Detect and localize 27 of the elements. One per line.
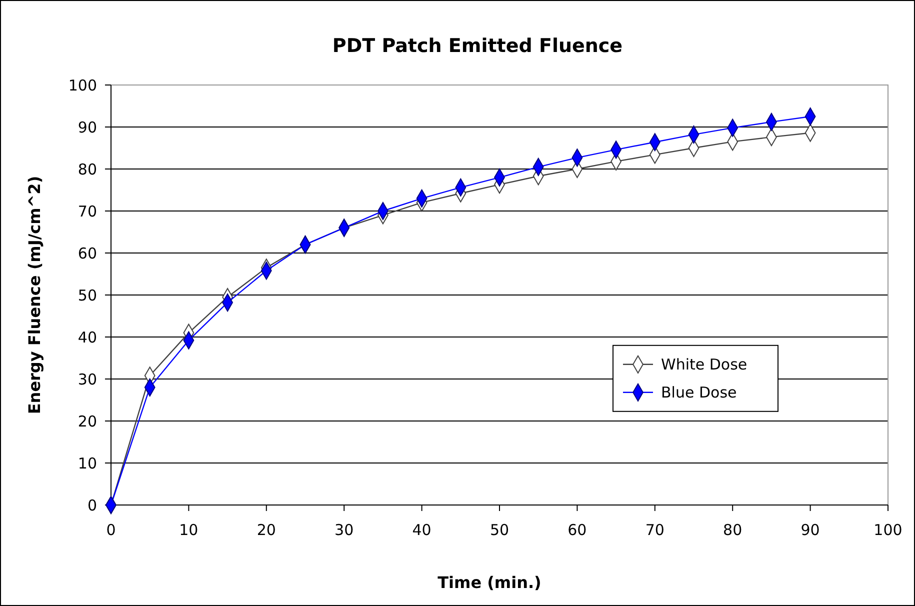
- x-tick-label: 30: [334, 521, 354, 539]
- y-tick-label: 100: [68, 76, 97, 94]
- y-tick-label: 20: [78, 412, 97, 430]
- x-axis-title: Time (min.): [438, 573, 542, 592]
- y-tick-label: 10: [78, 454, 97, 472]
- y-tick-label: 80: [78, 160, 97, 178]
- x-tick-label: 70: [645, 521, 664, 539]
- y-tick-label: 50: [78, 286, 97, 304]
- y-tick-label: 30: [78, 370, 97, 388]
- y-tick-label: 60: [78, 244, 97, 262]
- y-tick-label: 40: [78, 328, 97, 346]
- y-axis-title: Energy Fluence (mJ/cm^2): [25, 176, 44, 414]
- legend-label: Blue Dose: [661, 384, 737, 402]
- x-tick-label: 20: [256, 521, 276, 539]
- x-tick-label: 50: [490, 521, 510, 539]
- y-tick-label: 0: [87, 496, 97, 514]
- x-tick-label: 0: [106, 521, 116, 539]
- y-tick-label: 70: [78, 202, 97, 220]
- y-tick-label: 90: [78, 118, 97, 136]
- x-tick-label: 60: [568, 521, 587, 539]
- legend-label: White Dose: [661, 356, 748, 374]
- x-tick-label: 90: [800, 521, 820, 539]
- x-tick-label: 10: [179, 521, 198, 539]
- x-tick-label: 40: [412, 521, 432, 539]
- x-tick-label: 100: [874, 521, 902, 539]
- x-tick-label: 80: [723, 521, 742, 539]
- chart-title: PDT Patch Emitted Fluence: [332, 35, 623, 57]
